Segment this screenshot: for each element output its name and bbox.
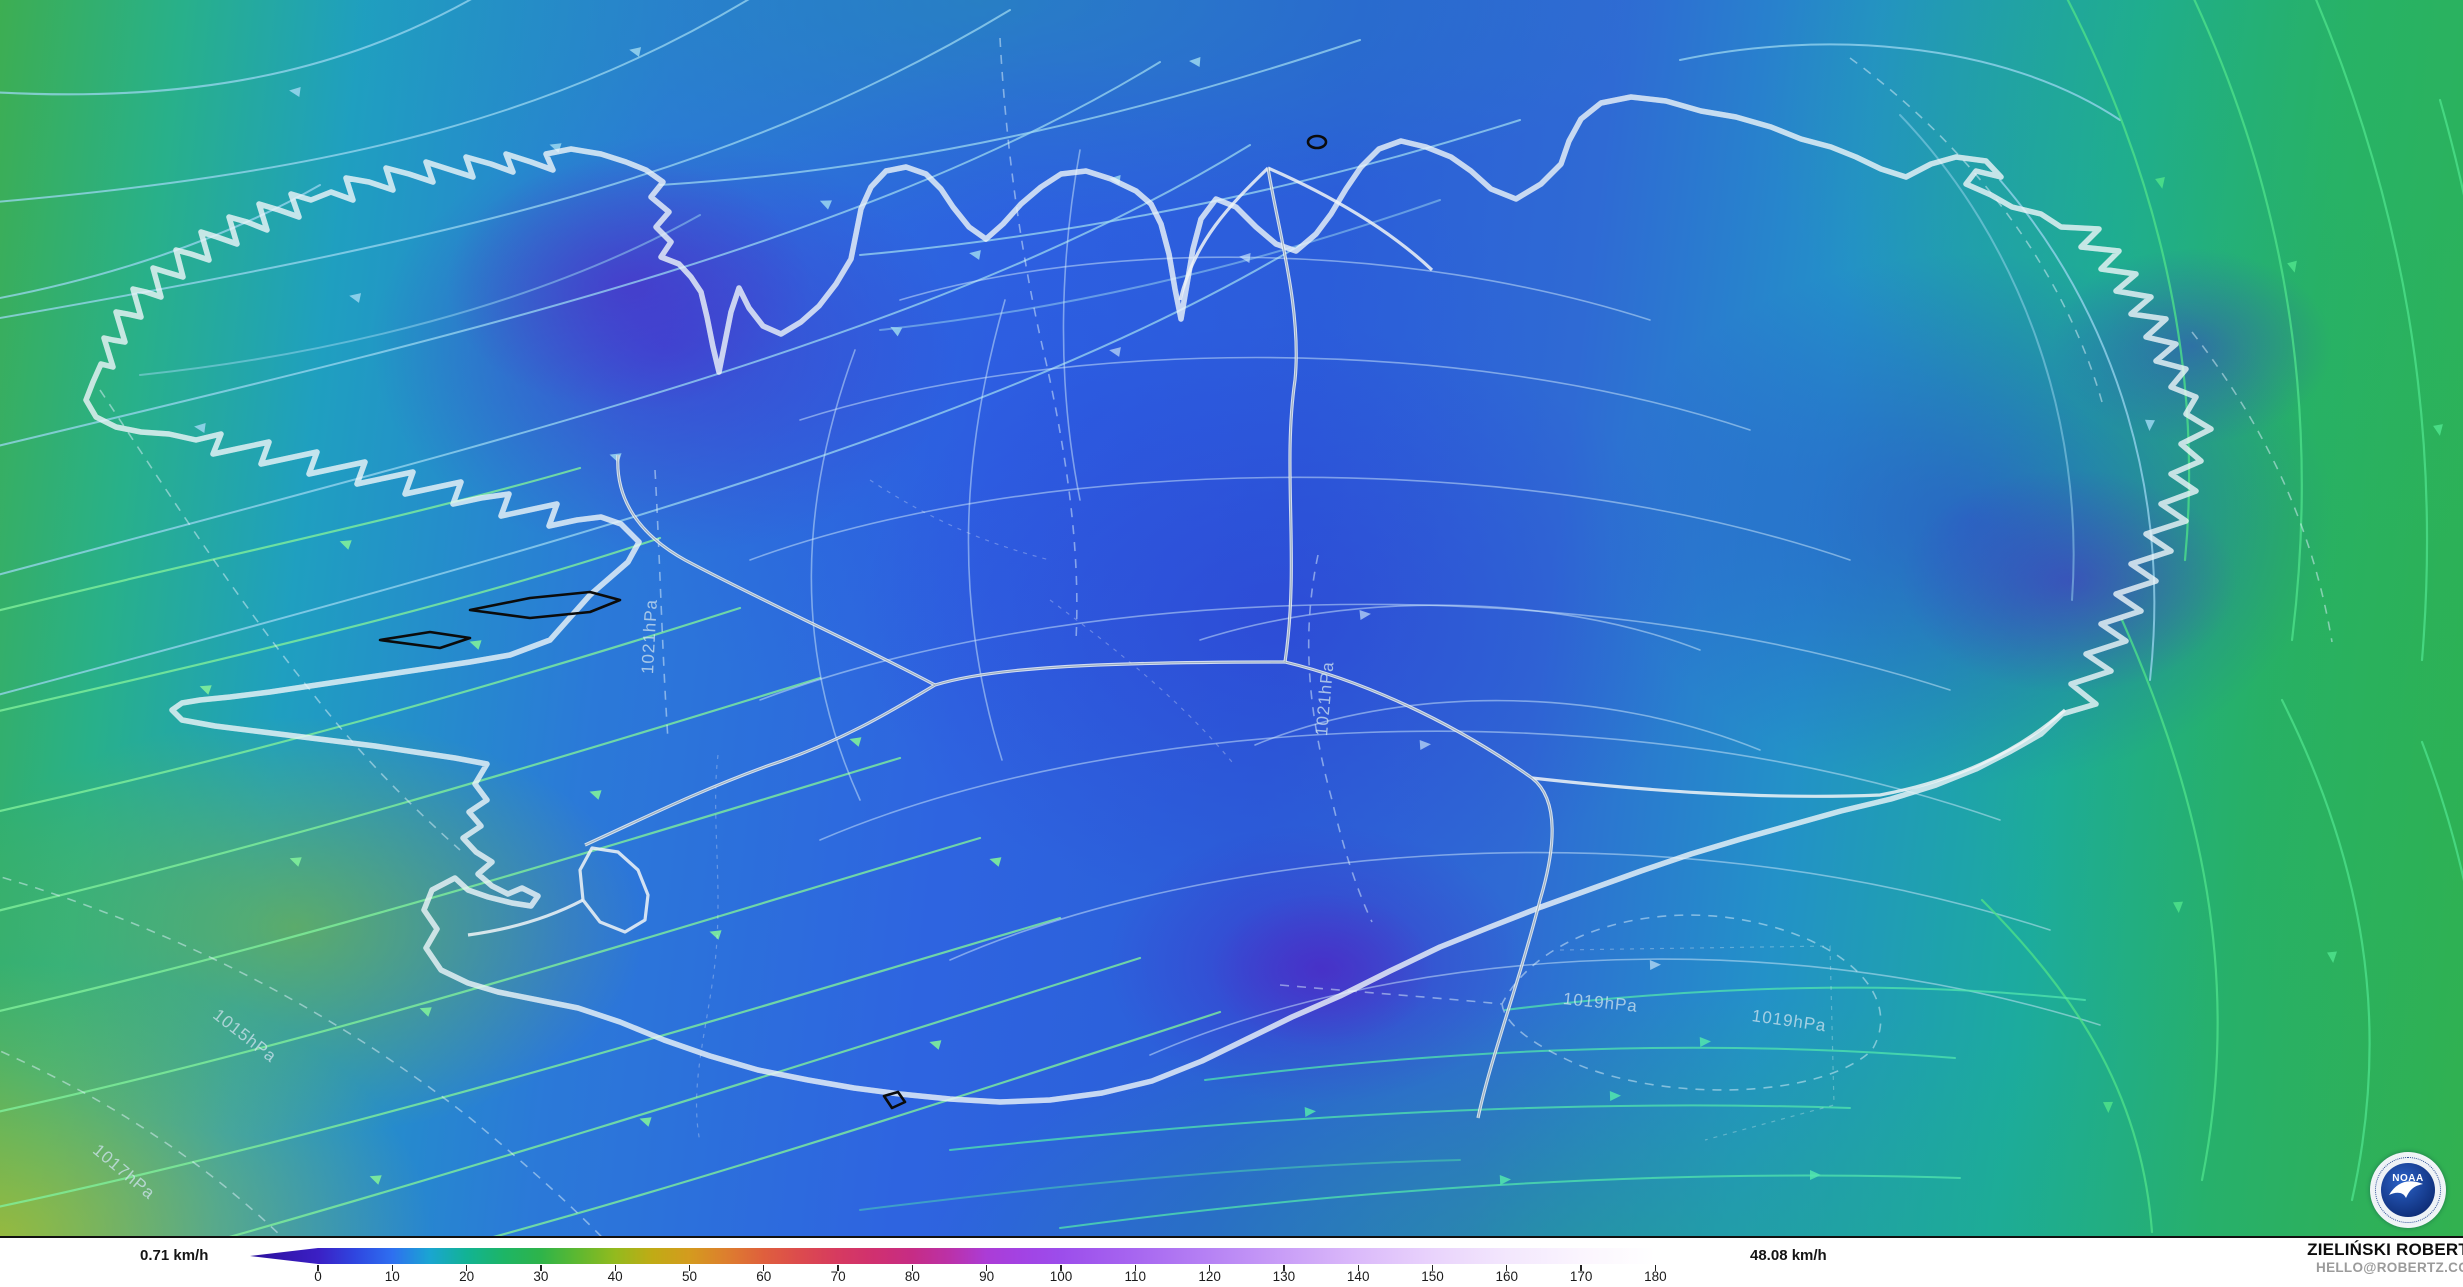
legend-tick-label: 120 [1198,1269,1221,1284]
heimaey-islet [882,1090,907,1110]
noaa-logo-disc: NOAA [2381,1163,2435,1217]
legend-tick [614,1265,616,1271]
legend-tick-label: 50 [681,1269,698,1284]
boundary-layer [695,479,1835,1143]
legend-tick [1506,1265,1508,1271]
legend-tick-label: 110 [1124,1269,1147,1284]
legend-tick-label: 100 [1049,1269,1073,1284]
legend-max-value: 48.08 km/h [1750,1247,1827,1264]
legend-tick-label: 170 [1569,1269,1593,1284]
legend-tick-label: 140 [1346,1269,1370,1284]
legend-tick [837,1265,839,1271]
iceland-coastline [83,94,2214,1110]
legend-tick-label: 30 [533,1269,549,1284]
legend-tick-label: 70 [830,1269,846,1284]
wind-map-canvas[interactable]: 1015hPa 1017hPa 1019hPa 1019hPa 1021hPa 1021h… [0,0,2463,1238]
legend-tick [1134,1265,1136,1271]
noaa-logo-ring-lettering [2375,1157,2441,1223]
map-vector-overlay [0,0,2463,1236]
legend-bar: 0.71 km/h 0 10 20 30 40 50 60 70 80 90 100 110 120 13… [0,1238,2463,1287]
wind-speed-colorbar [250,1248,1714,1264]
legend-tick [688,1265,691,1271]
legend-tick-label: 180 [1644,1269,1667,1284]
legend-tick [1208,1265,1211,1271]
legend-tick [1580,1265,1582,1271]
streamline-arrows-layer [194,47,2443,1185]
isobar-label: 1021hPa [638,598,661,675]
streamlines-layer [0,0,2463,1236]
legend-tick-label: 160 [1495,1269,1519,1284]
attribution: ZIELIŃSKI ROBERT HELLO@ROBERTZ.CO [2307,1240,2463,1275]
legend-tick [1431,1265,1434,1271]
legend-tick-label: 90 [979,1269,995,1284]
legend-tick-label: 80 [904,1269,920,1284]
legend-tick [1060,1265,1062,1271]
legend-tick-label: 10 [384,1269,400,1284]
grimsey-islet [1306,134,1328,150]
legend-tick [465,1265,468,1271]
noaa-gull-icon [2389,1181,2423,1198]
isobar-layer [0,37,2333,1236]
attribution-name: ZIELIŃSKI ROBERT [2307,1240,2463,1259]
legend-tick-label: 130 [1272,1269,1296,1284]
attribution-email: HELLO@ROBERTZ.CO [2316,1260,2463,1275]
legend-tick-label: 20 [459,1269,475,1284]
legend-tick [986,1265,988,1271]
legend-tick-label: 60 [756,1269,772,1284]
legend-tick [1357,1265,1359,1271]
legend-tick [1283,1265,1285,1271]
noaa-logo: NOAA [2370,1152,2446,1228]
legend-tick [540,1265,542,1271]
legend-tick [391,1265,393,1271]
noaa-logo-wordmark: NOAA [2392,1173,2424,1184]
legend-tick-label: 0 [314,1269,322,1284]
legend-tick-label: 150 [1421,1269,1444,1284]
legend-tick [763,1265,765,1271]
legend-tick-label: 40 [607,1269,623,1284]
roads-layer [467,166,2067,1119]
legend-min-value: 0.71 km/h [140,1247,209,1264]
legend-tick [317,1265,319,1271]
legend-tick [911,1265,914,1271]
legend-tick [1654,1265,1657,1271]
